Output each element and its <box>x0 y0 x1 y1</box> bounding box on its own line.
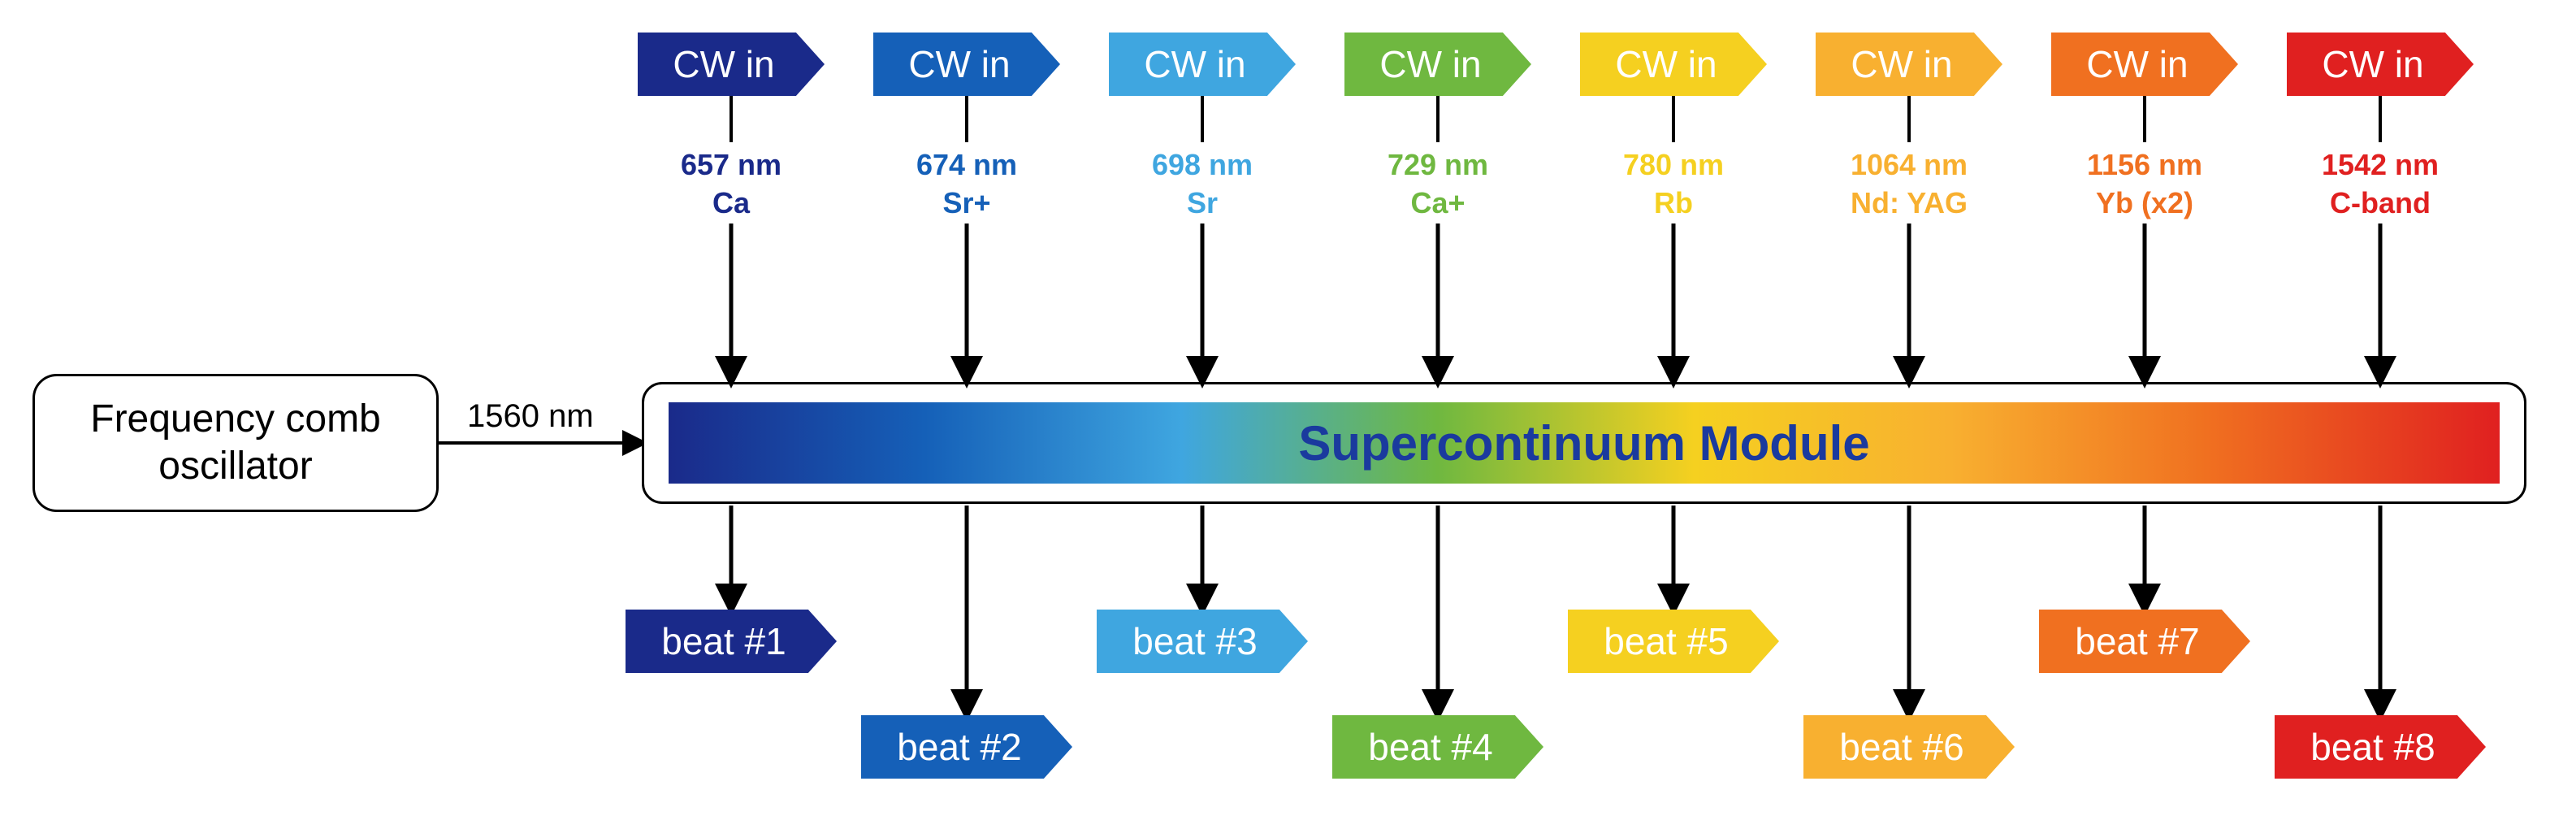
oscillator-line1: Frequency comb <box>90 396 381 443</box>
beat-tag-3: beat #3 <box>1097 610 1308 673</box>
wavelength-label-1: 657 nmCa <box>642 146 820 223</box>
beat-tag-2: beat #2 <box>861 715 1072 779</box>
spectrum-bar: Supercontinuum Module <box>669 402 2500 484</box>
wavelength-label-3: 698 nmSr <box>1113 146 1292 223</box>
beat-tag-6: beat #6 <box>1803 715 2015 779</box>
wavelength-label-7: 1156 nmYb (x2) <box>2055 146 2234 223</box>
beat-tag-7: beat #7 <box>2039 610 2250 673</box>
cw-in-tag-1: CW in <box>638 33 825 96</box>
beat-tag-8: beat #8 <box>2275 715 2486 779</box>
wavelength-label-6: 1064 nmNd: YAG <box>1820 146 1998 223</box>
input-wavelength-label: 1560 nm <box>467 398 594 435</box>
cw-in-tag-3: CW in <box>1109 33 1296 96</box>
wavelength-label-4: 729 nmCa+ <box>1349 146 1527 223</box>
cw-in-tag-5: CW in <box>1580 33 1767 96</box>
cw-in-tag-6: CW in <box>1816 33 2002 96</box>
beat-tag-1: beat #1 <box>626 610 837 673</box>
wavelength-label-2: 674 nmSr+ <box>877 146 1056 223</box>
oscillator-line2: oscillator <box>158 443 312 490</box>
beat-tag-4: beat #4 <box>1332 715 1543 779</box>
cw-in-tag-2: CW in <box>873 33 1060 96</box>
wavelength-label-8: 1542 nmC-band <box>2291 146 2470 223</box>
cw-in-tag-8: CW in <box>2287 33 2474 96</box>
frequency-comb-oscillator: Frequency comboscillator <box>32 374 439 512</box>
wavelength-label-5: 780 nmRb <box>1584 146 1763 223</box>
beat-tag-5: beat #5 <box>1568 610 1779 673</box>
supercontinuum-module: Supercontinuum Module <box>642 382 2526 504</box>
cw-in-tag-7: CW in <box>2051 33 2238 96</box>
cw-in-tag-4: CW in <box>1344 33 1531 96</box>
